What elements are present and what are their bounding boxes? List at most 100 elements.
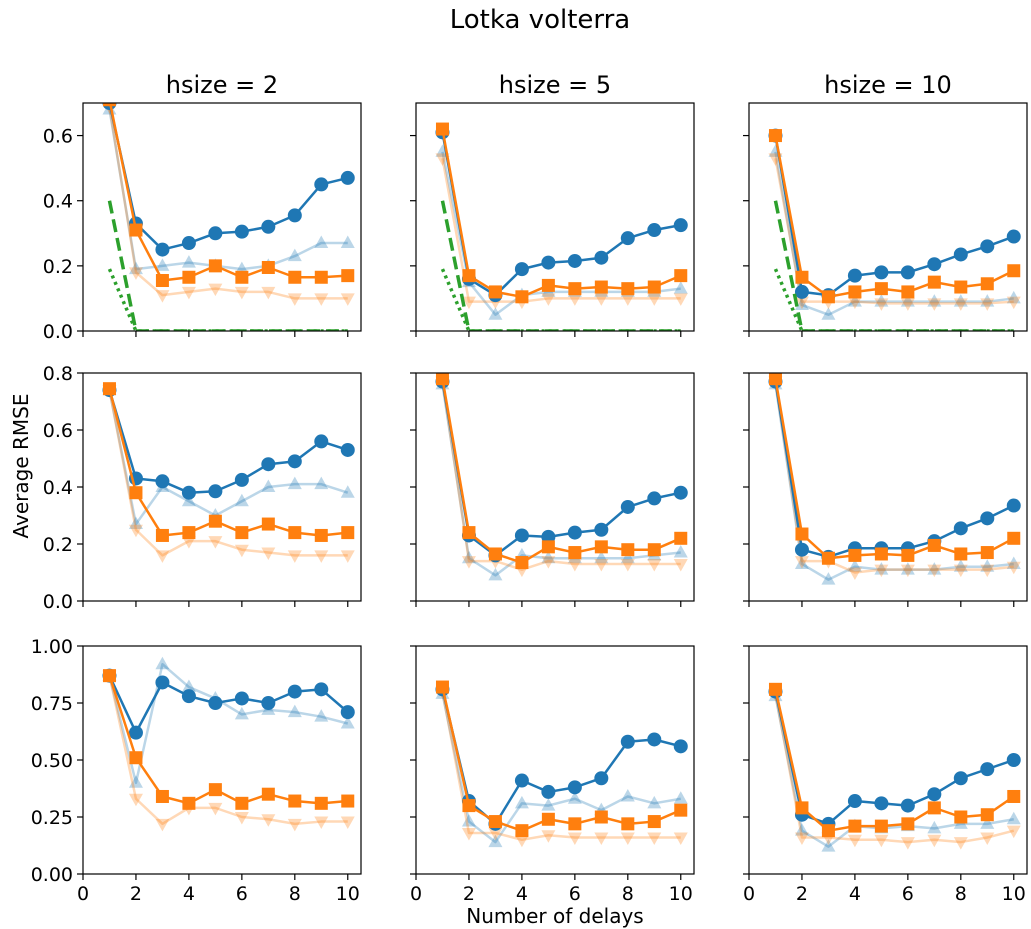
data-point bbox=[594, 280, 608, 294]
data-point bbox=[235, 526, 249, 540]
data-point bbox=[287, 684, 302, 699]
y-axis-label: Average RMSE bbox=[9, 394, 33, 539]
data-point bbox=[874, 819, 888, 833]
data-point bbox=[461, 556, 476, 569]
data-point bbox=[182, 270, 196, 284]
data-point bbox=[488, 285, 502, 299]
data-point bbox=[980, 564, 995, 578]
series-line bbox=[774, 135, 1015, 299]
data-point bbox=[620, 558, 635, 572]
data-point bbox=[847, 834, 862, 848]
data-point bbox=[594, 293, 609, 306]
data-point bbox=[234, 224, 249, 239]
data-point bbox=[261, 219, 276, 234]
data-point bbox=[874, 547, 888, 561]
data-point bbox=[673, 545, 688, 558]
data-point bbox=[314, 293, 329, 306]
data-point bbox=[795, 270, 809, 284]
data-point bbox=[874, 562, 889, 575]
x-tick-label: 8 bbox=[289, 883, 301, 905]
data-point bbox=[155, 550, 170, 563]
data-point bbox=[927, 820, 942, 834]
data-point bbox=[647, 223, 662, 238]
data-point bbox=[674, 803, 688, 817]
data-point bbox=[128, 267, 143, 280]
data-point bbox=[594, 810, 608, 824]
data-point bbox=[568, 282, 582, 296]
data-point bbox=[673, 558, 688, 572]
data-point bbox=[155, 528, 169, 542]
data-point bbox=[314, 235, 329, 249]
data-point bbox=[980, 294, 995, 307]
series-line bbox=[774, 378, 1015, 560]
data-point bbox=[102, 669, 116, 683]
subplot-2-2: 0 2 4 6 8 10 bbox=[743, 645, 1028, 905]
data-point bbox=[541, 812, 555, 826]
data-point bbox=[541, 278, 555, 292]
data-point bbox=[314, 816, 329, 830]
data-point bbox=[794, 296, 809, 310]
data-point bbox=[900, 562, 915, 575]
data-point bbox=[208, 226, 223, 241]
y-tick-label: 0.25 bbox=[31, 807, 73, 829]
series-line bbox=[441, 384, 681, 577]
data-point bbox=[953, 564, 968, 578]
data-point bbox=[129, 223, 143, 237]
series-line bbox=[774, 691, 1015, 826]
data-point bbox=[128, 261, 143, 275]
data-point bbox=[541, 798, 556, 811]
data-point bbox=[314, 550, 329, 563]
series-line bbox=[441, 381, 682, 557]
data-point bbox=[129, 486, 143, 500]
y-tick-label: 0.6 bbox=[43, 420, 73, 442]
data-point bbox=[794, 556, 809, 569]
data-point bbox=[541, 540, 555, 554]
data-point bbox=[794, 542, 809, 557]
data-point bbox=[461, 550, 476, 564]
data-point bbox=[1006, 825, 1021, 839]
data-point bbox=[181, 236, 196, 251]
y-tick-label: 0.50 bbox=[31, 750, 73, 772]
data-point bbox=[541, 784, 556, 799]
data-point bbox=[594, 540, 608, 554]
series-line bbox=[108, 103, 348, 282]
data-point bbox=[647, 280, 661, 294]
x-tick-label: 8 bbox=[955, 883, 967, 905]
x-tick-label: 2 bbox=[130, 883, 142, 905]
x-tick-label: 2 bbox=[463, 883, 475, 905]
data-point bbox=[1007, 531, 1021, 545]
data-point bbox=[514, 262, 529, 277]
data-point bbox=[287, 476, 302, 490]
data-point bbox=[461, 296, 476, 310]
subplot-title: hsize = 10 bbox=[824, 71, 952, 99]
series-line bbox=[774, 381, 1015, 559]
series-line bbox=[773, 268, 1014, 331]
data-point bbox=[673, 739, 688, 754]
series-line bbox=[441, 378, 682, 564]
data-point bbox=[128, 775, 143, 788]
data-point bbox=[341, 794, 355, 808]
x-axis-label: Number of delays bbox=[466, 904, 643, 928]
data-point bbox=[314, 528, 328, 542]
data-point bbox=[261, 814, 276, 827]
data-point bbox=[953, 559, 968, 572]
subplot-2-0: 0 2 4 6 8 10 0.00 0.25 0.50 0.75 1.00 bbox=[31, 636, 362, 905]
data-point bbox=[795, 801, 809, 815]
data-point bbox=[488, 547, 502, 561]
data-point bbox=[673, 293, 688, 306]
data-point bbox=[954, 810, 968, 824]
series-line bbox=[108, 109, 348, 271]
data-point bbox=[1006, 229, 1021, 244]
data-point bbox=[128, 793, 143, 807]
data-point bbox=[182, 796, 196, 810]
data-point bbox=[953, 771, 968, 786]
y-tick-label: 0.6 bbox=[43, 126, 73, 148]
data-point bbox=[795, 527, 809, 541]
data-point bbox=[287, 704, 302, 718]
data-point bbox=[621, 543, 635, 557]
data-point bbox=[927, 564, 942, 578]
figure-title: Lotka volterra bbox=[450, 5, 631, 35]
data-point bbox=[234, 691, 249, 706]
data-point bbox=[848, 819, 862, 833]
data-point bbox=[621, 282, 635, 296]
